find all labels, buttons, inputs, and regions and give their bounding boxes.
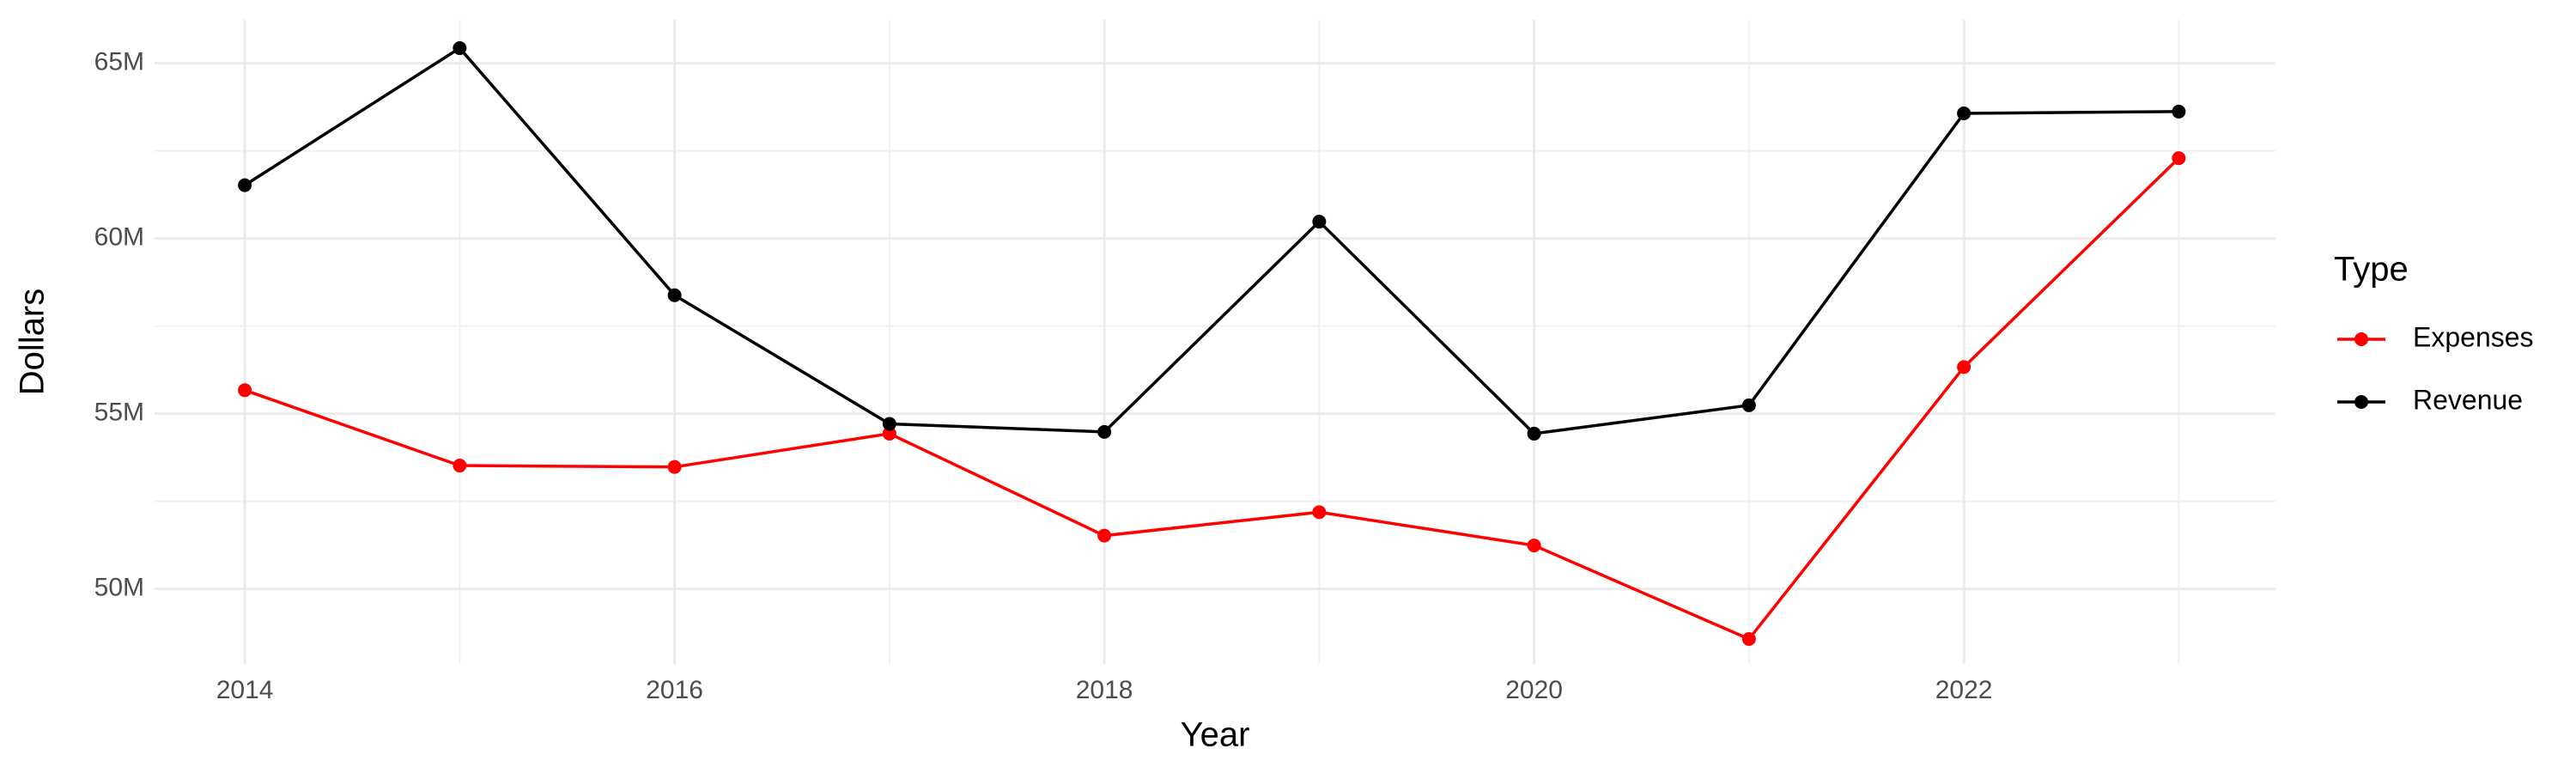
data-point [882, 417, 896, 431]
data-point [1741, 632, 1756, 647]
data-point [1957, 360, 1971, 374]
y-tick-label: 50M [94, 574, 144, 602]
legend-key-point [2354, 395, 2368, 409]
x-axis-title: Year [1181, 716, 1250, 754]
x-tick-label: 2020 [1505, 676, 1563, 704]
data-point [1312, 505, 1327, 520]
legend-label: Revenue [2413, 384, 2523, 415]
x-tick-label: 2016 [646, 676, 703, 704]
x-tick-label: 2014 [216, 676, 274, 704]
data-point [238, 383, 252, 398]
data-point [1957, 106, 1971, 120]
y-axis-title: Dollars [14, 289, 52, 395]
data-point [1527, 426, 1541, 441]
data-point [1741, 398, 1756, 412]
data-point [2172, 151, 2186, 166]
data-point [882, 426, 896, 441]
data-point [453, 41, 467, 56]
series-line [244, 156, 2180, 642]
legend-key-point [2354, 332, 2368, 346]
data-point [667, 460, 682, 474]
data-point [667, 288, 682, 302]
legend-label: Expenses [2413, 321, 2534, 352]
data-point [1097, 528, 1112, 543]
data-point [1097, 424, 1112, 439]
data-point [238, 178, 252, 192]
y-tick-label: 55M [94, 399, 144, 427]
data-point [2172, 104, 2186, 119]
series-line [244, 46, 2179, 435]
legend-title: Type [2334, 251, 2409, 289]
y-tick-label: 65M [94, 48, 144, 76]
data-point [1312, 215, 1327, 229]
x-tick-label: 2018 [1076, 676, 1133, 704]
y-tick-label: 60M [94, 223, 144, 252]
data-point [1527, 539, 1541, 553]
x-tick-label: 2022 [1935, 676, 1993, 704]
data-point [453, 459, 467, 473]
